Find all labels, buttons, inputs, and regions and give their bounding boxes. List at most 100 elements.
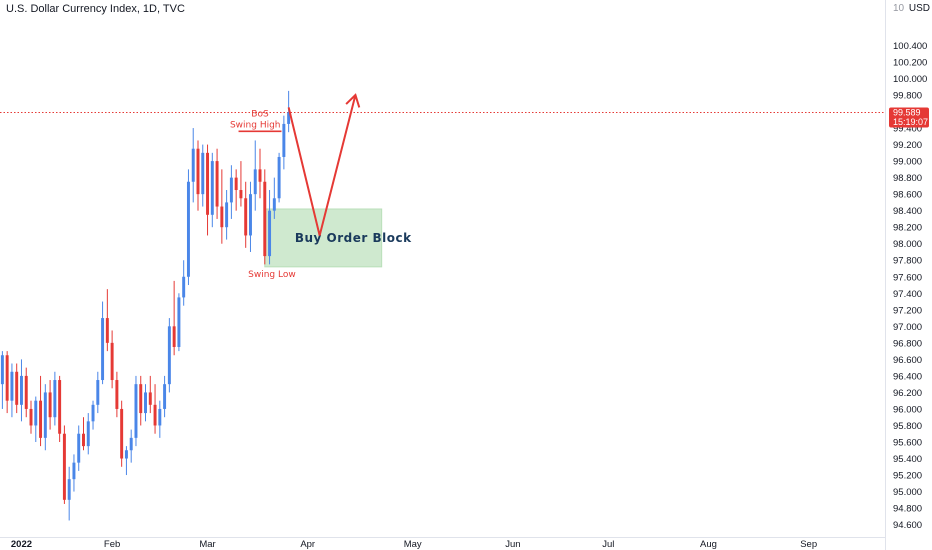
candle[interactable] [272,177,276,219]
candle[interactable] [148,375,152,414]
candle[interactable] [263,169,267,265]
candle[interactable] [253,140,257,211]
candle-body [253,169,257,195]
candle-body [86,421,90,447]
candle[interactable] [5,351,9,414]
x-tick-label: 2022 [11,539,32,550]
candle[interactable] [19,359,23,422]
candle[interactable] [158,400,162,438]
candle-body [215,161,219,207]
candle[interactable] [144,384,147,422]
candle-body [248,194,252,236]
candle[interactable] [48,380,52,430]
candle[interactable] [115,371,119,418]
candle[interactable] [225,190,229,240]
candle[interactable] [239,161,243,207]
candle-body [34,400,38,426]
candle[interactable] [39,375,43,447]
current-price-value: 99.589 [893,107,921,117]
candle[interactable] [0,351,4,409]
y-tick-label: 96.400 [893,371,922,382]
candle[interactable] [210,152,214,228]
y-tick-label: 97.800 [893,256,922,267]
candle[interactable] [110,330,114,389]
candle[interactable] [186,169,190,286]
candle[interactable] [96,371,100,414]
candle[interactable] [153,384,157,434]
candle-body [91,404,95,422]
y-tick-label: 96.600 [893,355,922,366]
candle[interactable] [124,446,128,476]
candle[interactable] [220,169,224,244]
candle-body [115,380,119,409]
candle[interactable] [58,375,62,442]
candle[interactable] [77,425,81,471]
candle[interactable] [43,384,47,451]
y-tick-label: 96.800 [893,338,922,349]
candle-body [29,408,33,426]
candle[interactable] [67,466,71,521]
candle-body [172,326,176,347]
y-tick-label: 98.400 [893,206,922,217]
candle[interactable] [62,425,66,504]
bar-countdown: 15:19:07 [893,117,928,127]
candle[interactable] [182,260,186,306]
candle[interactable] [101,301,105,385]
candle[interactable] [206,144,210,236]
candle[interactable] [177,293,181,352]
candle[interactable] [15,363,19,414]
candle[interactable] [10,363,14,418]
candle-body [5,355,9,401]
candle-body [15,371,19,405]
y-tick-label: 94.600 [893,520,922,531]
candle[interactable] [53,371,57,426]
candle[interactable] [268,190,272,265]
candle[interactable] [234,169,238,211]
candle[interactable] [248,181,252,252]
candle-body [124,450,128,459]
candle[interactable] [282,115,286,170]
candle[interactable] [172,280,176,356]
candle[interactable] [229,165,233,219]
candle-body [182,276,186,298]
candle[interactable] [72,454,76,492]
candle[interactable] [91,400,95,430]
candle[interactable] [139,375,143,426]
candle[interactable] [191,128,195,203]
candle[interactable] [215,148,219,219]
candle[interactable] [244,181,248,248]
candle-body [53,380,57,418]
candle-body [0,355,4,385]
candle[interactable] [82,417,85,451]
candle-body [139,384,143,414]
candle-body [101,318,105,381]
bos-label: BoS [251,109,269,119]
candle[interactable] [134,375,138,447]
candle[interactable] [34,396,38,442]
y-tick-label: 98.000 [893,239,922,250]
candle[interactable] [167,318,171,393]
y-tick-label: 98.800 [893,173,922,184]
candle[interactable] [277,152,281,203]
candle[interactable] [258,148,262,199]
y-tick-label: 100.000 [893,74,927,85]
candle[interactable] [163,375,167,418]
candle-body [282,123,286,157]
candle[interactable] [201,144,205,207]
candle[interactable] [24,367,28,418]
candle[interactable] [129,429,133,463]
candle-body [234,177,238,191]
candle[interactable] [86,413,90,455]
candle[interactable] [120,400,124,467]
candle[interactable] [105,289,109,352]
x-tick-label: Jun [505,539,520,550]
candle-body [134,384,138,438]
candle[interactable] [29,400,33,434]
projection-path[interactable] [287,94,357,236]
candle-body [24,375,28,409]
candle-body [58,380,62,434]
y-tick-label: 97.000 [893,322,922,333]
y-tick-label: 100.400 [893,41,927,52]
candle[interactable] [196,140,200,211]
